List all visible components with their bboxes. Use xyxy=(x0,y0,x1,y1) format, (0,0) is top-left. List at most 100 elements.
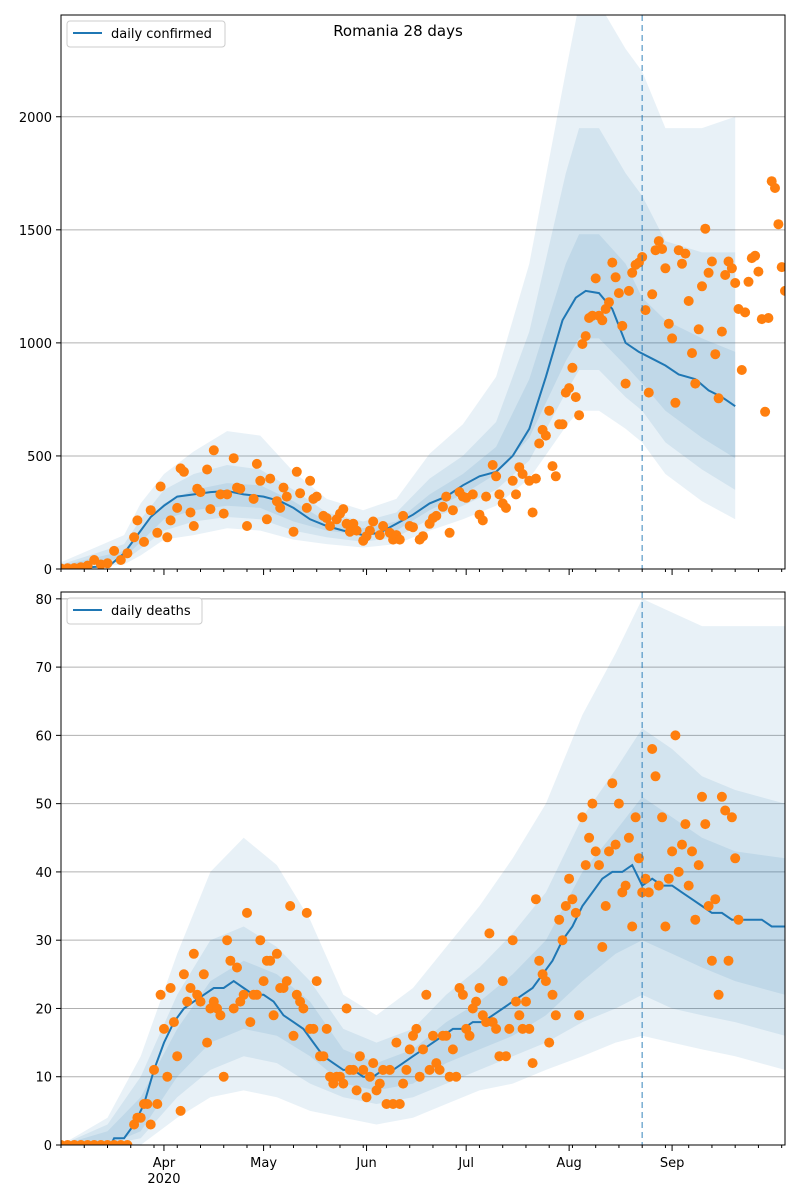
observed-point xyxy=(494,489,505,500)
y-tick-label: 40 xyxy=(35,866,52,881)
observed-point xyxy=(497,976,508,987)
observed-point xyxy=(643,887,654,898)
observed-point xyxy=(341,1003,352,1014)
observed-point xyxy=(271,948,282,959)
observed-point xyxy=(627,921,638,932)
observed-point xyxy=(753,266,764,277)
observed-point xyxy=(770,183,780,193)
observed-point xyxy=(720,805,731,816)
observed-point xyxy=(338,504,349,515)
observed-point xyxy=(102,558,113,569)
observed-point xyxy=(604,846,614,857)
observed-point xyxy=(730,853,741,864)
observed-point xyxy=(301,502,312,513)
observed-point xyxy=(188,521,199,531)
observed-point xyxy=(740,307,751,318)
observed-point xyxy=(590,273,601,284)
observed-point xyxy=(511,996,521,1007)
observed-point xyxy=(577,339,588,349)
observed-point xyxy=(172,502,183,513)
observed-point xyxy=(132,515,143,526)
observed-point xyxy=(540,976,551,987)
observed-point xyxy=(228,453,239,464)
observed-point xyxy=(235,483,246,494)
observed-point xyxy=(657,812,668,823)
uncertainty-band xyxy=(61,15,736,569)
observed-point xyxy=(557,935,568,946)
observed-point xyxy=(743,276,754,287)
observed-point xyxy=(202,464,213,475)
observed-point xyxy=(109,545,120,556)
observed-point xyxy=(697,791,707,802)
observed-point xyxy=(428,1030,438,1041)
observed-point xyxy=(527,507,538,518)
observed-point xyxy=(474,983,485,993)
observed-point xyxy=(228,1003,239,1014)
observed-point xyxy=(258,976,269,987)
observed-point xyxy=(687,348,697,359)
observed-point xyxy=(623,285,634,296)
observed-point xyxy=(780,285,785,296)
observed-point xyxy=(524,1023,535,1034)
observed-point xyxy=(487,460,498,470)
observed-point xyxy=(275,502,286,513)
observed-point xyxy=(607,778,618,789)
observed-point xyxy=(354,1051,365,1062)
observed-point xyxy=(623,832,634,843)
observed-point xyxy=(604,297,614,308)
observed-point xyxy=(567,362,578,373)
observed-point xyxy=(706,955,717,966)
observed-point xyxy=(703,267,714,278)
observed-point xyxy=(574,1010,585,1021)
observed-point xyxy=(670,397,681,408)
observed-point xyxy=(281,976,292,987)
confirmed-x-ticks xyxy=(60,569,783,575)
observed-point xyxy=(574,410,585,421)
observed-point xyxy=(142,1099,153,1109)
observed-point xyxy=(680,248,691,259)
observed-point xyxy=(557,419,568,430)
observed-point xyxy=(600,901,611,911)
observed-point xyxy=(736,365,747,375)
observed-point xyxy=(175,1105,186,1116)
deaths-y-ticks: 0 10 20 30 40 50 60 70 80 xyxy=(35,593,61,1154)
observed-point xyxy=(550,1010,561,1021)
observed-point xyxy=(155,989,166,1000)
observed-point xyxy=(135,1112,146,1123)
observed-point xyxy=(411,1023,422,1034)
observed-point xyxy=(437,501,448,512)
observed-point xyxy=(491,471,502,482)
observed-point xyxy=(511,489,521,500)
observed-point xyxy=(215,1010,226,1021)
x-tick-label: May xyxy=(250,1156,277,1171)
observed-point xyxy=(265,955,276,966)
observed-point xyxy=(640,305,651,316)
observed-point xyxy=(115,555,126,565)
observed-point xyxy=(238,989,249,1000)
observed-point xyxy=(374,1078,385,1089)
observed-point xyxy=(507,475,518,486)
observed-point xyxy=(627,267,638,278)
observed-point xyxy=(657,244,668,254)
deaths-legend: daily deaths xyxy=(66,597,203,625)
observed-point xyxy=(750,250,761,261)
observed-point xyxy=(660,263,671,274)
observed-point xyxy=(364,1071,375,1082)
observed-point xyxy=(464,1030,475,1041)
observed-point xyxy=(677,258,687,269)
observed-point xyxy=(321,513,332,524)
observed-point xyxy=(760,406,771,417)
chart-title: Romania 28 days xyxy=(333,22,463,40)
y-tick-label: 80 xyxy=(35,593,52,608)
observed-point xyxy=(647,744,658,754)
observed-point xyxy=(278,482,289,493)
observed-point xyxy=(178,969,189,980)
confirmed-model-line xyxy=(77,289,736,569)
observed-point xyxy=(643,387,654,398)
observed-point xyxy=(308,1023,319,1034)
observed-point xyxy=(298,1003,309,1014)
observed-point xyxy=(501,1051,511,1062)
observed-point xyxy=(726,263,737,274)
deaths-observed-points xyxy=(61,730,744,1145)
